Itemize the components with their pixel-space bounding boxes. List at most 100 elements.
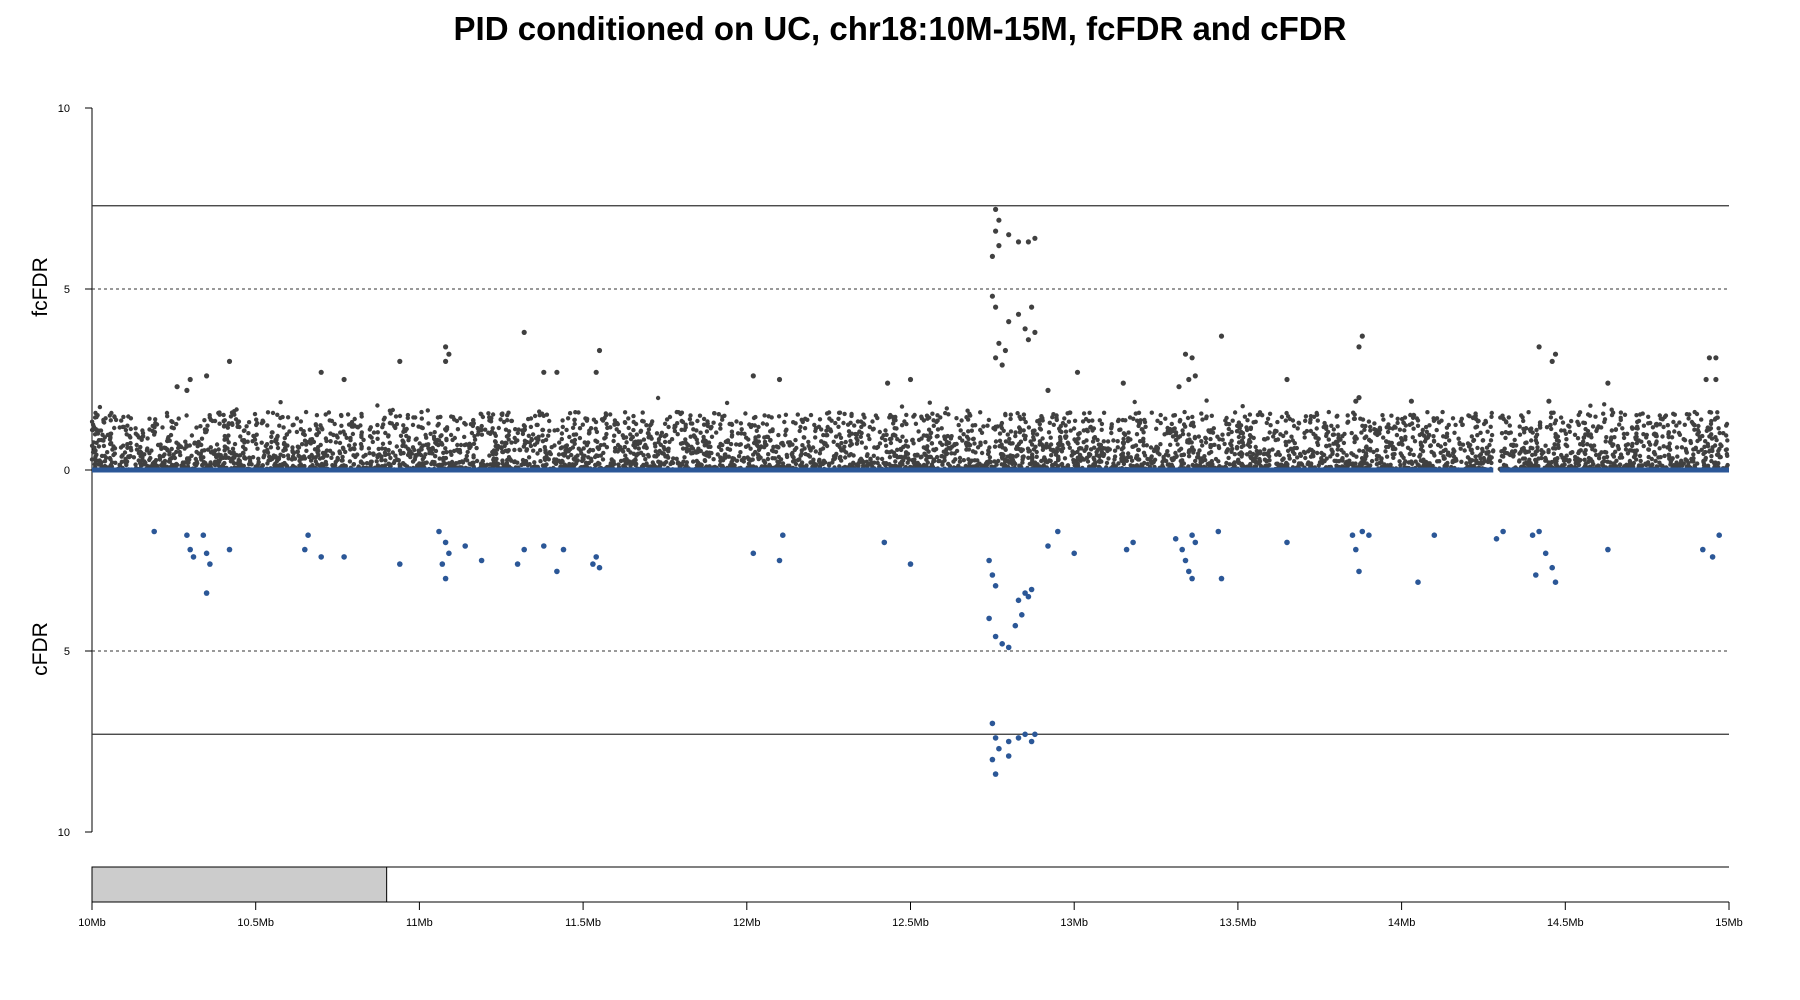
fcfdr-background-point	[202, 418, 207, 423]
fcfdr-background-point	[1191, 450, 1196, 455]
fcfdr-background-point	[1535, 445, 1540, 450]
fcfdr-background-point	[1636, 418, 1642, 424]
fcfdr-background-point	[1251, 451, 1256, 457]
fcfdr-background-point	[1581, 420, 1586, 425]
fcfdr-background-point	[1374, 453, 1380, 458]
fcfdr-background-point	[828, 428, 833, 434]
fcfdr-background-point	[919, 414, 924, 419]
fcfdr-background-point	[1533, 449, 1538, 455]
fcfdr-background-point	[142, 452, 147, 457]
fcfdr-background-point	[147, 451, 152, 456]
fcfdr-background-point	[1611, 442, 1616, 447]
fcfdr-background-point	[131, 455, 137, 460]
fcfdr-background-point	[157, 453, 162, 459]
fcfdr-background-point	[1384, 425, 1389, 430]
fcfdr-background-point	[1634, 413, 1639, 418]
fcfdr-background-point	[1491, 448, 1496, 453]
fcfdr-background-point	[221, 412, 226, 418]
fcfdr-background-point	[1026, 449, 1031, 454]
fcfdr-background-point	[1676, 430, 1682, 436]
fcfdr-background-point	[1303, 455, 1308, 461]
fcfdr-background-point	[792, 447, 797, 453]
fcfdr-background-point	[102, 420, 107, 425]
fcfdr-background-point	[244, 424, 249, 429]
fcfdr-background-point	[1084, 438, 1089, 443]
fcfdr-background-point	[527, 462, 532, 467]
fcfdr-background-point	[435, 463, 441, 468]
fcfdr-background-point	[1440, 409, 1445, 415]
fcfdr-background-point	[1690, 421, 1696, 426]
fcfdr-background-point	[675, 461, 681, 466]
fcfdr-background-point	[1702, 444, 1707, 449]
fcfdr-background-point	[1002, 462, 1007, 467]
fcfdr-background-point	[1099, 427, 1104, 432]
fcfdr-background-point	[339, 413, 344, 419]
fcfdr-background-point	[799, 451, 804, 456]
fcfdr-background-point	[1050, 462, 1055, 468]
fcfdr-background-point	[1589, 444, 1595, 449]
fcfdr-background-point	[842, 444, 847, 449]
fcfdr-background-point	[223, 455, 229, 460]
fcfdr-background-point	[893, 433, 898, 438]
fcfdr-background-point	[1271, 434, 1276, 439]
fcfdr-background-point	[687, 417, 693, 422]
fcfdr-background-point	[1091, 455, 1096, 461]
fcfdr-background-point	[1018, 416, 1023, 422]
fcfdr-background-point	[973, 423, 978, 428]
fcfdr-background-point	[1506, 415, 1512, 420]
fcfdr-background-point	[1066, 419, 1072, 424]
fcfdr-background-point	[382, 415, 387, 420]
fcfdr-background-point	[799, 417, 804, 422]
fcfdr-background-point	[859, 424, 864, 430]
fcfdr-background-point	[1190, 414, 1195, 420]
fcfdr-background-point	[577, 426, 583, 431]
fcfdr-background-point	[1677, 420, 1682, 425]
fcfdr-background-point	[898, 446, 903, 452]
fcfdr-background-point	[936, 458, 941, 464]
fcfdr-background-point	[1431, 434, 1436, 439]
fcfdr-background-point	[1597, 452, 1602, 457]
fcfdr-background-point	[1335, 452, 1340, 458]
fcfdr-background-point	[790, 454, 795, 459]
fcfdr-background-point	[1451, 454, 1457, 459]
fcfdr-background-point	[535, 440, 540, 445]
fcfdr-background-point	[921, 445, 926, 450]
fcfdr-background-point	[221, 424, 227, 429]
fcfdr-background-point	[1384, 454, 1390, 459]
fcfdr-background-point	[1203, 435, 1208, 440]
fcfdr-background-point	[259, 421, 265, 426]
fcfdr-background-point	[790, 459, 796, 464]
fcfdr-background-point	[739, 427, 744, 432]
fcfdr-background-point	[531, 448, 536, 453]
fcfdr-background-point	[1660, 434, 1665, 439]
fcfdr-background-point	[268, 445, 274, 450]
fcfdr-background-point	[1335, 424, 1340, 429]
fcfdr-background-point	[1109, 430, 1114, 436]
fcfdr-background-point	[705, 419, 710, 424]
fcfdr-background-point	[314, 432, 319, 437]
fcfdr-background-point	[1316, 463, 1322, 468]
fcfdr-background-point	[1200, 417, 1205, 422]
fcfdr-background-point	[1276, 462, 1281, 468]
fcfdr-background-point	[631, 427, 636, 433]
fcfdr-background-point	[1415, 423, 1421, 428]
fcfdr-background-point	[1165, 462, 1171, 467]
fcfdr-background-point	[158, 443, 163, 449]
fcfdr-background-point	[1683, 446, 1689, 452]
fcfdr-background-point	[128, 445, 133, 450]
fcfdr-background-point	[287, 429, 292, 434]
fcfdr-background-point	[806, 443, 811, 449]
fcfdr-background-point	[589, 458, 594, 464]
fcfdr-background-point	[776, 432, 781, 438]
fcfdr-background-point	[766, 452, 771, 457]
fcfdr-background-point	[1308, 454, 1314, 459]
fcfdr-background-point	[486, 411, 491, 416]
fcfdr-background-point	[388, 462, 393, 467]
fcfdr-background-point	[1533, 457, 1538, 463]
fcfdr-background-point	[682, 455, 687, 460]
fcfdr-background-point	[690, 450, 696, 456]
fcfdr-background-point	[1215, 434, 1220, 439]
fcfdr-background-point	[420, 457, 425, 462]
fcfdr-background-point	[979, 450, 985, 456]
fcfdr-background-point	[837, 410, 843, 415]
